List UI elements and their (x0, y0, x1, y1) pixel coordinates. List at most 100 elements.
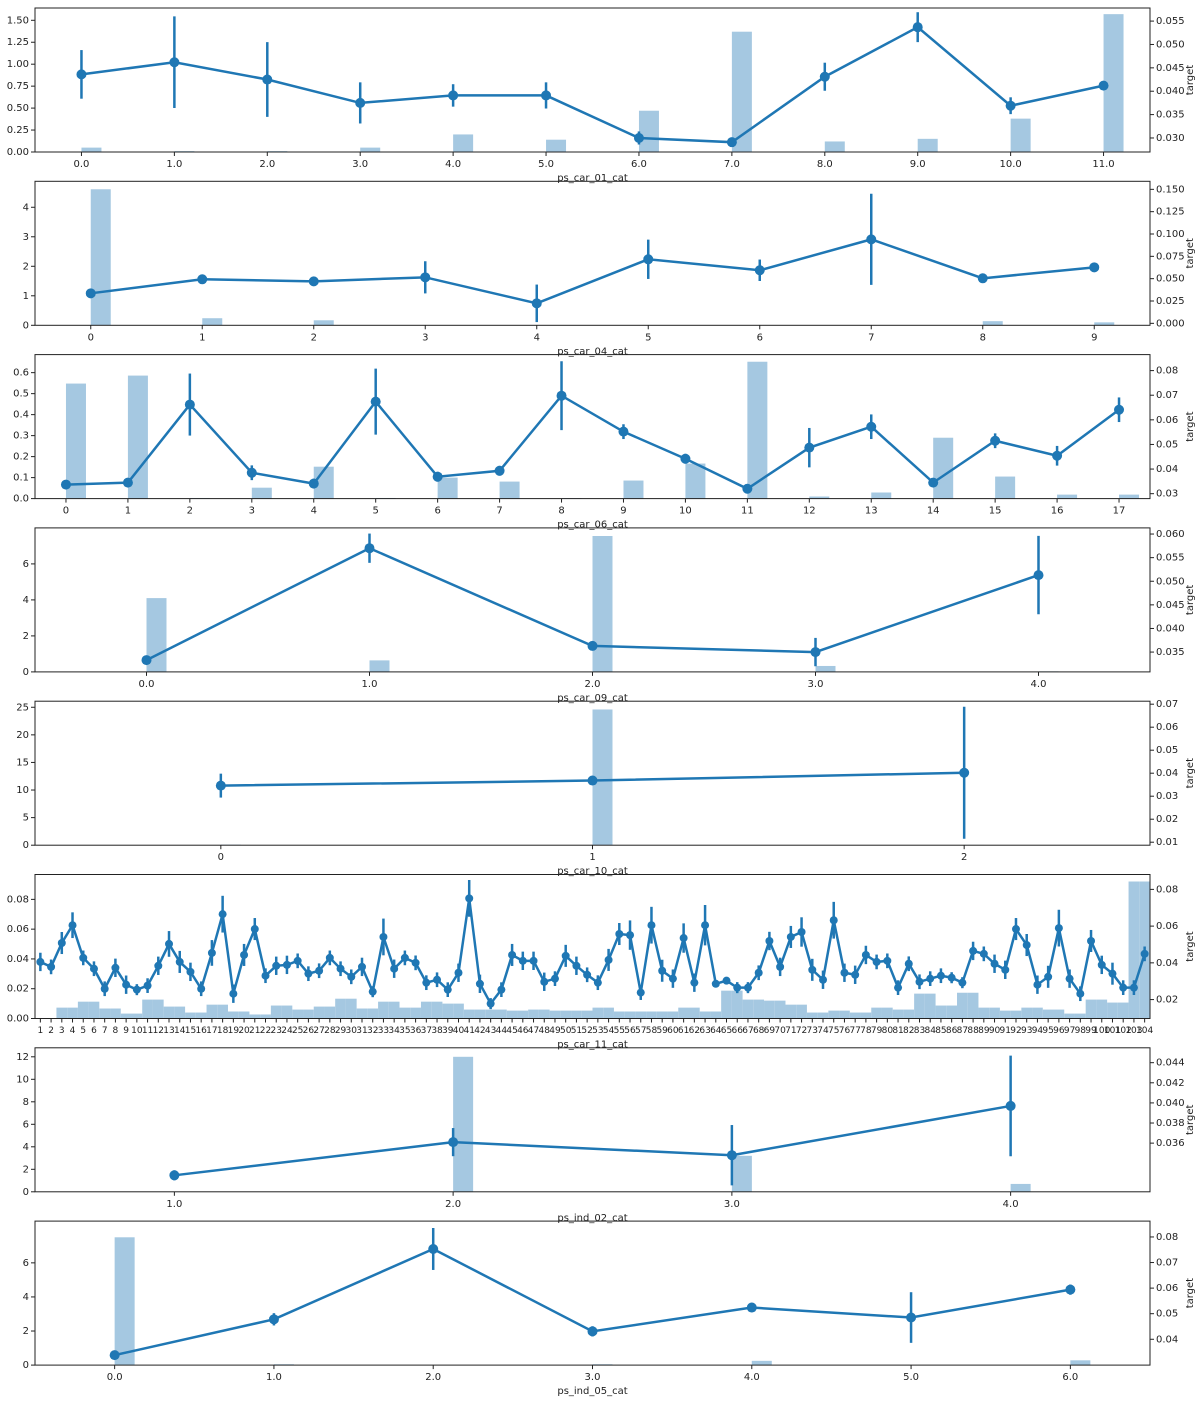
x-tick-label: 25 (292, 1026, 303, 1036)
y2-tick-label: 0.040 (1156, 86, 1185, 97)
x-tick-label: 3.0 (724, 1199, 740, 1210)
point-marker (57, 939, 66, 948)
y2-tick-label: 0.038 (1156, 1118, 1185, 1129)
point-marker (79, 953, 88, 962)
histogram-bar (345, 998, 357, 1019)
point-marker (550, 974, 559, 983)
x-tick-label: 7 (868, 332, 874, 343)
point-marker (428, 1243, 439, 1254)
point-marker (990, 959, 999, 968)
y-tick-label: 0 (23, 840, 29, 851)
y2-axis-label: target (1185, 931, 1196, 961)
x-tick-label: 5 (80, 1026, 86, 1036)
point-marker (690, 978, 699, 987)
x-tick-label: 6.0 (1062, 1372, 1078, 1383)
point-marker (89, 964, 98, 973)
point-marker (786, 932, 795, 941)
x-tick-label: 10 (679, 506, 692, 517)
y-tick-label: 0.1 (13, 473, 29, 484)
y2-axis-label: target (1185, 1105, 1196, 1135)
x-tick-label: 7 (102, 1026, 108, 1036)
y-tick-label: 0.3 (13, 431, 29, 442)
histogram-bar (528, 1009, 539, 1019)
x-axis-label: ps_car_04_cat (557, 346, 628, 357)
point-marker (293, 956, 302, 965)
histogram-bar (989, 1007, 1000, 1019)
point-marker (1005, 1100, 1016, 1111)
x-axis-label: ps_ind_05_cat (557, 1386, 627, 1397)
y-tick-label: 4 (23, 595, 29, 606)
point-marker (936, 971, 945, 980)
point-marker (1054, 924, 1063, 933)
point-marker (1065, 974, 1074, 983)
x-tick-label: 92 (1010, 1026, 1021, 1036)
x-tick-label: 0 (63, 506, 69, 517)
point-marker (643, 254, 654, 265)
histogram-bar (517, 1010, 529, 1019)
y-tick-label: 2 (23, 631, 29, 642)
histogram-bar (560, 1010, 572, 1019)
histogram-bar (624, 1011, 636, 1019)
x-tick-label: 5 (645, 332, 651, 343)
y-tick-label: 0.50 (7, 103, 29, 114)
point-marker (186, 967, 195, 976)
point-marker (915, 977, 924, 986)
point-marker (680, 453, 691, 464)
x-tick-label: 4 (311, 506, 317, 517)
y2-tick-label: 0.02 (1156, 814, 1178, 825)
point-line (81, 25, 1104, 144)
x-tick-label: 49 (549, 1026, 561, 1036)
x-tick-label: 44 (496, 1026, 508, 1036)
subplot: 0 2 4 6 0.035 0.040 0.045 0.050 0.055 0.060 target… (23, 527, 1196, 704)
y-tick-label: 0 (23, 320, 29, 331)
x-tick-label: 14 (927, 506, 940, 517)
point-marker (1097, 960, 1106, 969)
x-tick-label: 7.0 (724, 159, 740, 170)
x-tick-label: 32 (367, 1026, 378, 1036)
point-marker (141, 655, 152, 666)
point-marker (465, 894, 474, 903)
x-tick-label: 104 (1136, 1026, 1153, 1036)
point-marker (604, 955, 613, 964)
x-tick-label: 76 (839, 1026, 851, 1036)
y2-tick-label: 0.04 (1156, 464, 1178, 475)
histogram-bar (1057, 494, 1078, 499)
y2-tick-label: 0.08 (1156, 366, 1178, 377)
histogram-bar (499, 481, 520, 499)
point-marker (357, 962, 366, 971)
histogram-bar (251, 487, 272, 499)
histogram-bar (592, 536, 613, 672)
histogram-bar (871, 1007, 882, 1019)
point-marker (754, 265, 765, 276)
histogram-bar (1053, 1009, 1065, 1019)
point-marker (518, 956, 527, 965)
point-marker (218, 910, 227, 919)
y-tick-label: 0 (23, 1187, 29, 1198)
point-marker (587, 640, 598, 651)
point-marker (347, 972, 356, 981)
point-marker (529, 956, 538, 965)
histogram-bar (67, 1007, 78, 1019)
x-tick-label: 31 (356, 1026, 367, 1036)
histogram-bar (152, 999, 164, 1019)
point-marker (268, 1314, 279, 1325)
x-tick-label: 10.0 (999, 159, 1021, 170)
x-tick-label: 7 (496, 506, 502, 517)
x-tick-label: 9 (1091, 332, 1097, 343)
x-tick-label: 71 (785, 1026, 796, 1036)
y2-tick-label: 0.050 (1156, 39, 1185, 50)
histogram-bar (828, 1010, 840, 1019)
point-marker (540, 977, 549, 986)
point-marker (1140, 949, 1149, 958)
histogram-bar (1074, 1013, 1086, 1019)
histogram-bar (546, 139, 567, 152)
point-marker (1119, 983, 1128, 992)
y2-tick-label: 0.07 (1156, 699, 1178, 710)
histogram-bar (892, 1009, 904, 1019)
point-marker (754, 968, 763, 977)
point-marker (1001, 965, 1010, 974)
x-tick-label: 53 (592, 1026, 603, 1036)
histogram-bar (571, 1010, 582, 1019)
axes-frame (34, 700, 1151, 846)
